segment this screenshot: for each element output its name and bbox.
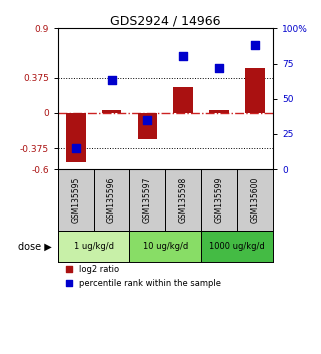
Bar: [245, 68, 265, 113]
Text: GSM135599: GSM135599: [214, 177, 224, 223]
Bar: [237, 169, 273, 231]
Bar: [129, 169, 165, 231]
Bar: [58, 169, 94, 231]
Point: [66, 266, 71, 272]
Bar: [58, 231, 129, 262]
Text: GSM135595: GSM135595: [71, 177, 80, 223]
Bar: [201, 231, 273, 262]
Bar: [66, 113, 86, 162]
Text: log2 ratio: log2 ratio: [79, 265, 119, 274]
Point: [145, 117, 150, 123]
Text: GSM135600: GSM135600: [250, 177, 259, 223]
Bar: [209, 110, 229, 113]
Bar: [201, 169, 237, 231]
Bar: [165, 169, 201, 231]
Bar: [137, 113, 157, 139]
Bar: [102, 110, 121, 113]
Bar: [94, 169, 129, 231]
Point: [252, 42, 257, 48]
Text: 1 ug/kg/d: 1 ug/kg/d: [74, 242, 114, 251]
Point: [216, 65, 221, 70]
Text: GSM135596: GSM135596: [107, 177, 116, 223]
Text: dose ▶: dose ▶: [18, 242, 51, 252]
Point: [109, 78, 114, 83]
Text: 1000 ug/kg/d: 1000 ug/kg/d: [209, 242, 265, 251]
Point: [73, 145, 78, 151]
Text: GSM135598: GSM135598: [179, 177, 188, 223]
Bar: [129, 231, 201, 262]
Bar: [173, 87, 193, 113]
Text: percentile rank within the sample: percentile rank within the sample: [79, 279, 221, 288]
Text: 10 ug/kg/d: 10 ug/kg/d: [143, 242, 188, 251]
Text: GSM135597: GSM135597: [143, 177, 152, 223]
Point: [181, 54, 186, 59]
Title: GDS2924 / 14966: GDS2924 / 14966: [110, 14, 221, 27]
Point: [66, 280, 71, 286]
